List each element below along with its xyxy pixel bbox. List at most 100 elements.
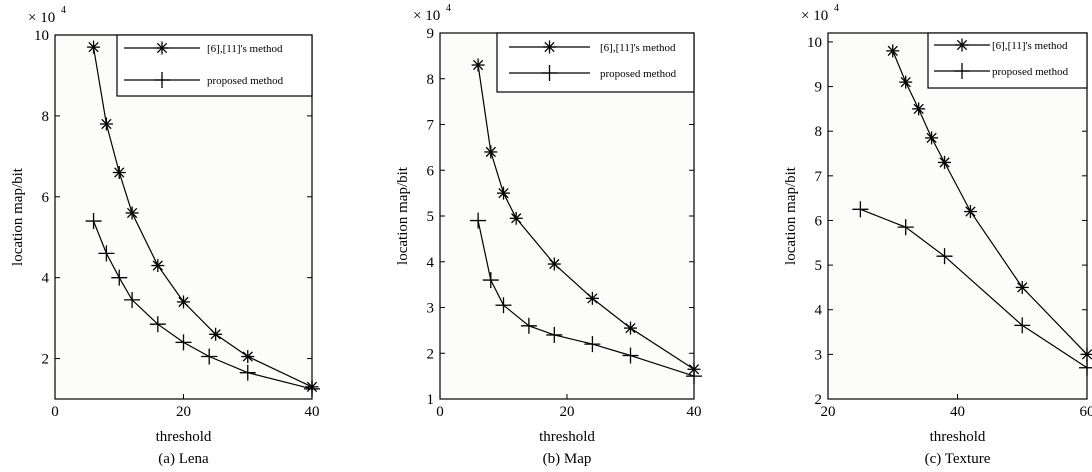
data-point-plus <box>111 269 128 286</box>
chart-panel-2: 0 20 40 1 2 3 4 5 6 7 8 9 × 10 4 threshold location map… <box>395 3 702 467</box>
chart-panel-1: 0 20 40 2 4 6 8 10 × 10 4 threshold location map/bi… <box>10 5 320 467</box>
y-tick-label: 4 <box>42 271 50 287</box>
data-point-plus <box>852 201 869 218</box>
y-tick-label: 8 <box>42 109 50 125</box>
data-point-star <box>509 211 523 225</box>
y-tick-label: 9 <box>815 80 823 96</box>
data-point-plus <box>936 248 953 265</box>
data-point-plus <box>201 348 218 365</box>
data-point-star <box>1080 347 1092 361</box>
data-point-star <box>99 117 113 131</box>
data-point-star <box>925 131 939 145</box>
y-tick-label: 10 <box>807 35 822 51</box>
data-point-plus <box>1079 359 1092 376</box>
data-point-star <box>484 145 498 159</box>
y-tick-label: 4 <box>427 255 435 271</box>
data-point-plus <box>584 336 601 353</box>
legend-marker-plus <box>954 63 970 79</box>
legend-marker-star <box>955 38 969 52</box>
data-point-plus <box>175 334 192 351</box>
legend-box <box>116 34 313 97</box>
legend-box <box>927 32 1088 89</box>
data-point-plus <box>520 317 537 334</box>
legend-label: [6],[11]'s method <box>992 40 1068 52</box>
y-tick-label: 6 <box>427 163 435 179</box>
data-point-plus <box>124 291 141 308</box>
x-tick-label: 40 <box>950 404 965 420</box>
exponent-power: 4 <box>61 5 66 16</box>
legend: [6],[11]'s method proposed method <box>496 32 695 93</box>
legend-label: [6],[11]'s method <box>207 43 283 55</box>
series-line-2 <box>477 220 695 377</box>
x-tick-label: 40 <box>687 404 702 420</box>
y-tick-label: 7 <box>815 169 823 185</box>
data-point-star <box>177 295 190 309</box>
y-tick-label: 6 <box>42 190 50 206</box>
data-point-star <box>547 257 561 271</box>
exponent-label: × 10 <box>28 10 55 26</box>
data-point-star <box>963 205 977 219</box>
data-point-plus <box>85 213 102 230</box>
data-point-star <box>471 58 485 72</box>
panel-caption: (a) Lena <box>158 451 209 467</box>
legend-marker-plus <box>154 72 170 88</box>
y-tick-label: 8 <box>815 124 823 140</box>
legend-label: proposed method <box>600 68 677 80</box>
y-tick-label: 9 <box>427 26 435 42</box>
legend-marker-star <box>543 40 556 54</box>
data-point-star <box>151 259 165 273</box>
data-point-star <box>209 327 223 341</box>
y-tick-label: 2 <box>42 352 50 368</box>
data-point-plus <box>98 245 115 262</box>
y-axis-label: location map/bit <box>395 166 411 265</box>
data-point-star <box>241 350 255 364</box>
panel-caption: (c) Texture <box>925 451 991 467</box>
y-tick-label: 2 <box>427 346 435 362</box>
legend-label: [6],[11]'s method <box>600 42 676 54</box>
y-tick-label: 3 <box>427 301 435 317</box>
data-point-star <box>912 102 926 116</box>
plot-frame <box>827 32 1088 400</box>
data-point-plus <box>470 212 487 229</box>
y-tick-label: 2 <box>815 392 823 408</box>
data-point-plus <box>304 380 320 397</box>
y-tick-label: 3 <box>815 347 823 363</box>
x-tick-label: 60 <box>1080 404 1092 420</box>
y-tick-label: 6 <box>815 213 823 229</box>
x-axis-label: threshold <box>930 429 986 445</box>
y-tick-label: 8 <box>427 72 435 88</box>
y-tick-label: 5 <box>427 209 435 225</box>
data-point-plus <box>686 368 702 385</box>
panel-caption: (b) Map <box>543 451 592 467</box>
x-axis-label: threshold <box>539 429 595 445</box>
y-tick-label: 5 <box>815 258 823 274</box>
legend-box <box>496 32 695 93</box>
legend-marker-star <box>155 41 169 55</box>
x-tick-label: 20 <box>560 404 575 420</box>
data-point-plus <box>546 326 563 343</box>
series-line-1 <box>892 50 1088 355</box>
y-tick-label: 4 <box>815 303 823 319</box>
x-tick-label: 0 <box>436 404 444 420</box>
data-point-plus <box>622 347 639 364</box>
y-tick-label: 7 <box>427 118 435 134</box>
data-point-plus <box>897 219 914 236</box>
exponent-power: 4 <box>446 3 451 14</box>
data-point-star <box>899 75 913 89</box>
data-point-star <box>886 44 900 58</box>
series-line-1 <box>477 64 695 370</box>
data-point-star <box>585 291 599 305</box>
x-tick-label: 20 <box>176 404 191 420</box>
y-tick-label: 1 <box>427 392 435 408</box>
exponent-label: × 10 <box>413 8 440 24</box>
legend-label: proposed method <box>207 75 284 87</box>
data-point-star <box>1015 280 1029 294</box>
data-point-plus <box>149 316 166 333</box>
x-tick-label: 40 <box>305 404 320 420</box>
x-tick-label: 20 <box>821 404 836 420</box>
legend-marker-plus <box>541 65 558 81</box>
data-point-star <box>112 166 126 180</box>
y-axis-label: location map/bit <box>783 166 799 265</box>
data-point-star <box>497 186 510 200</box>
